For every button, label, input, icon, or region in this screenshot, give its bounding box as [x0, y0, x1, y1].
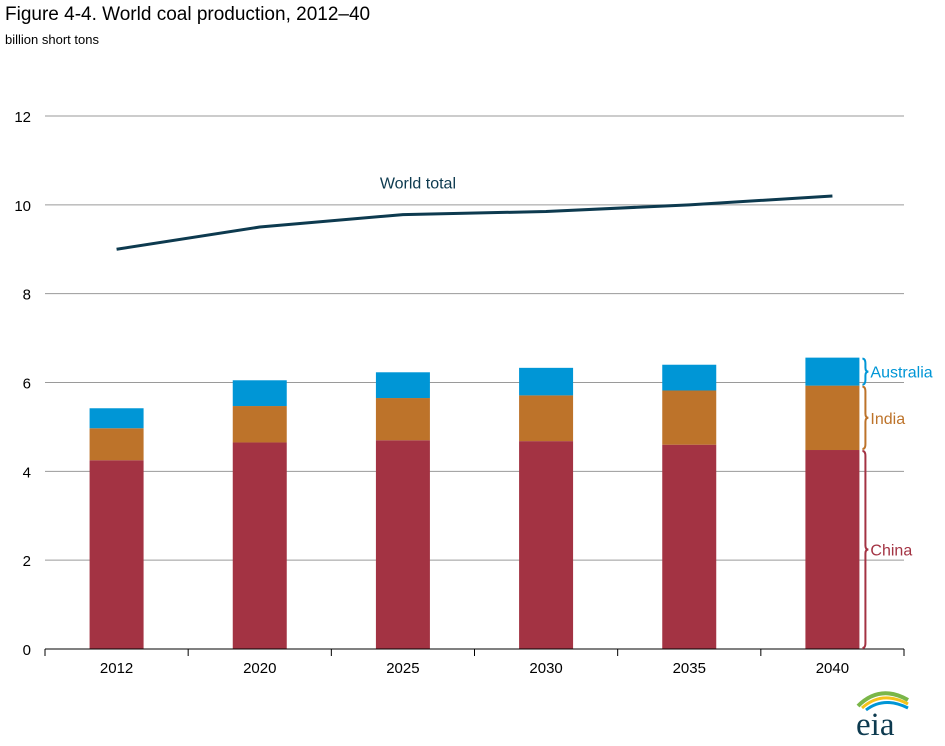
- x-tick-label-2025: 2025: [386, 660, 419, 677]
- bar-australia-2012: [89, 408, 144, 429]
- bar-australia-2035: [662, 364, 717, 391]
- bar-india-2030: [519, 395, 574, 442]
- y-tick-label-6: 6: [23, 376, 31, 393]
- series-label-india: India: [870, 411, 905, 428]
- brace-india: [862, 385, 869, 451]
- bar-australia-2025: [375, 372, 430, 399]
- y-tick-label-12: 12: [14, 109, 31, 126]
- x-tick-label-2040: 2040: [816, 660, 849, 677]
- x-tick-label-2020: 2020: [243, 660, 276, 677]
- bar-india-2020: [232, 406, 287, 443]
- bar-china-2030: [519, 441, 574, 649]
- world-total-line: [116, 194, 833, 251]
- bar-india-2040: [805, 385, 860, 451]
- bar-china-2020: [232, 442, 287, 649]
- bar-china-2035: [662, 444, 717, 649]
- brace-china: [862, 450, 869, 649]
- y-tick-label-0: 0: [23, 642, 31, 659]
- y-tick-label-8: 8: [23, 287, 31, 304]
- bar-india-2012: [89, 428, 144, 461]
- eia-logo: eia: [856, 691, 909, 738]
- bar-china-2040: [805, 450, 860, 649]
- y-tick-label-2: 2: [23, 553, 31, 570]
- bar-india-2025: [375, 398, 430, 441]
- eia-logo-arc-green: [856, 691, 909, 708]
- chart-title: Figure 4-4. World coal production, 2012–…: [5, 4, 371, 25]
- eia-logo-arc-yellow: [860, 696, 909, 710]
- x-tick-label-2030: 2030: [529, 660, 562, 677]
- bar-australia-2030: [519, 367, 574, 396]
- chart-subtitle-units: billion short tons: [5, 32, 99, 47]
- x-tick-label-2035: 2035: [673, 660, 706, 677]
- bar-australia-2020: [232, 380, 287, 407]
- brace-australia: [862, 357, 869, 386]
- bar-australia-2040: [805, 357, 860, 386]
- x-tick-label-2012: 2012: [100, 660, 133, 677]
- y-tick-label-10: 10: [14, 198, 31, 215]
- world-total-label: World total: [380, 176, 456, 193]
- bar-china-2025: [375, 440, 430, 649]
- series-label-australia: Australia: [870, 365, 932, 382]
- bar-china-2012: [89, 460, 144, 649]
- eia-logo-arc-blue: [865, 701, 909, 712]
- series-label-china: China: [870, 543, 912, 560]
- y-tick-label-4: 4: [23, 464, 31, 481]
- eia-logo-text: eia: [856, 707, 895, 738]
- bar-india-2035: [662, 390, 717, 445]
